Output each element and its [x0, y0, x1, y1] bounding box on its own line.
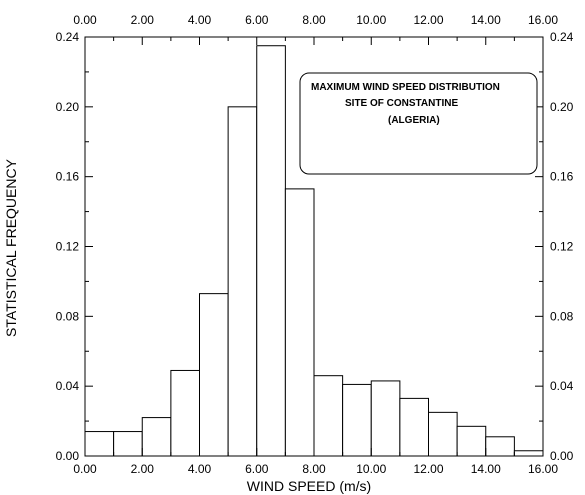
x-tick-label-top: 0.00 [73, 13, 97, 27]
y-tick-label-right: 0.24 [550, 30, 574, 44]
y-tick-label-left: 0.20 [56, 100, 80, 114]
histogram-bar-7 [284, 188, 315, 457]
y-tick-label-right: 0.00 [550, 449, 574, 463]
histogram-bar-2 [141, 417, 172, 457]
histogram-bar-11 [399, 397, 429, 457]
x-tick-label-bottom: 2.00 [131, 462, 155, 476]
histogram-bar-14 [485, 436, 515, 457]
x-tick-label-top: 2.00 [131, 13, 155, 27]
y-tick-label-left: 0.00 [56, 449, 80, 463]
x-tick-label-top: 8.00 [302, 13, 326, 27]
y-tick-label-right: 0.12 [550, 240, 574, 254]
x-tick-label-bottom: 14.00 [471, 462, 501, 476]
tick-labels-group: 0.000.002.002.004.004.006.006.008.008.00… [56, 13, 574, 476]
x-tick-label-bottom: 4.00 [188, 462, 212, 476]
y-tick-label-left: 0.12 [56, 240, 80, 254]
histogram-bar-9 [342, 383, 372, 457]
annotation-line-2: SITE OF CONSTANTINE [345, 98, 458, 109]
histogram-bar-12 [428, 411, 458, 457]
x-tick-label-top: 4.00 [188, 13, 212, 27]
y-tick-label-right: 0.08 [550, 309, 574, 323]
histogram-bar-4 [199, 293, 229, 457]
x-tick-label-bottom: 0.00 [73, 462, 97, 476]
y-tick-label-right: 0.04 [550, 379, 574, 393]
histogram-bar-13 [456, 425, 487, 457]
histogram-bar-8 [313, 375, 344, 457]
x-tick-label-bottom: 16.00 [528, 462, 558, 476]
x-tick-label-bottom: 6.00 [245, 462, 269, 476]
ticks-group [84, 36, 544, 457]
x-tick-label-bottom: 10.00 [356, 462, 386, 476]
y-tick-label-left: 0.16 [56, 170, 80, 184]
x-axis-title: WIND SPEED (m/s) [247, 478, 371, 494]
annotation-line-3: (ALGERIA) [388, 115, 440, 126]
y-tick-label-left: 0.24 [56, 30, 80, 44]
x-tick-label-bottom: 12.00 [413, 462, 443, 476]
y-axis-title: STATISTICAL FREQUENCY [3, 158, 19, 337]
histogram-bar-1 [113, 431, 143, 457]
histogram-bar-3 [170, 369, 200, 457]
y-tick-label-right: 0.16 [550, 170, 574, 184]
y-tick-label-right: 0.20 [550, 100, 574, 114]
x-tick-label-bottom: 8.00 [302, 462, 326, 476]
y-tick-label-left: 0.08 [56, 309, 80, 323]
histogram-bar-10 [370, 380, 401, 457]
histogram-bar-0 [84, 431, 115, 457]
x-tick-label-top: 14.00 [471, 13, 501, 27]
x-tick-label-top: 10.00 [356, 13, 386, 27]
histogram-bar-15 [513, 450, 544, 457]
histogram-bar-6 [256, 45, 286, 457]
y-tick-label-left: 0.04 [56, 379, 80, 393]
x-tick-label-top: 6.00 [245, 13, 269, 27]
histogram-bar-5 [227, 106, 258, 457]
annotation-box: MAXIMUM WIND SPEED DISTRIBUTION SITE OF … [299, 72, 538, 175]
annotation-line-1: MAXIMUM WIND SPEED DISTRIBUTION [311, 82, 500, 93]
x-tick-label-top: 16.00 [528, 13, 558, 27]
bars-group [84, 45, 544, 457]
x-tick-label-top: 12.00 [413, 13, 443, 27]
